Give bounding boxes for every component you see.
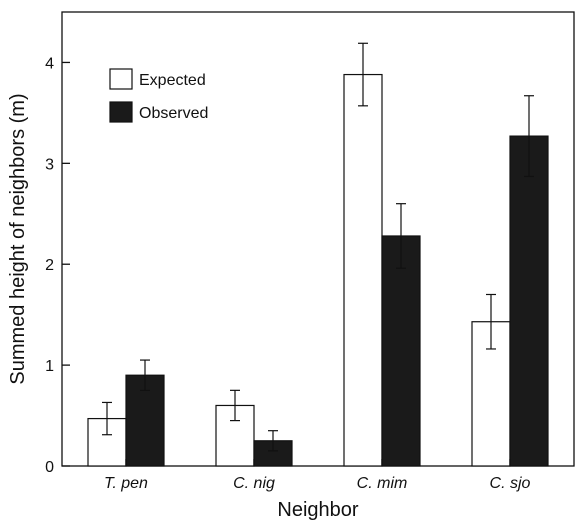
error-bars-group [102,42,534,452]
legend-swatch-observed [109,101,133,123]
bar-expected [471,321,511,467]
legend-label-expected: Expected [139,72,206,89]
legend: Expected Observed [109,68,208,123]
x-tick-label: C. sjo [490,475,531,492]
bar-observed [509,135,549,467]
y-tick-label: 1 [45,358,54,375]
y-tick-label: 3 [45,156,54,173]
x-tick-label: T. pen [104,475,148,492]
plot-frame [61,11,575,467]
bar-expected [343,73,383,467]
bar-observed [381,235,421,467]
plot-area [61,11,575,467]
y-tick-label: 4 [45,55,54,72]
y-axis-title: Summed height of neighbors (m) [7,93,29,384]
bars-group [87,73,549,467]
y-tick-label: 0 [45,459,54,476]
legend-swatch-expected [109,68,133,90]
legend-label-observed: Observed [139,105,208,122]
axes-group: 0 1 2 3 4 T. pen C. nig C. mim C. sjo [45,55,530,492]
y-tick-label: 2 [45,257,54,274]
x-tick-label: C. mim [357,475,408,492]
x-tick-label: C. nig [233,475,275,492]
x-axis-title: Neighbor [277,499,359,521]
